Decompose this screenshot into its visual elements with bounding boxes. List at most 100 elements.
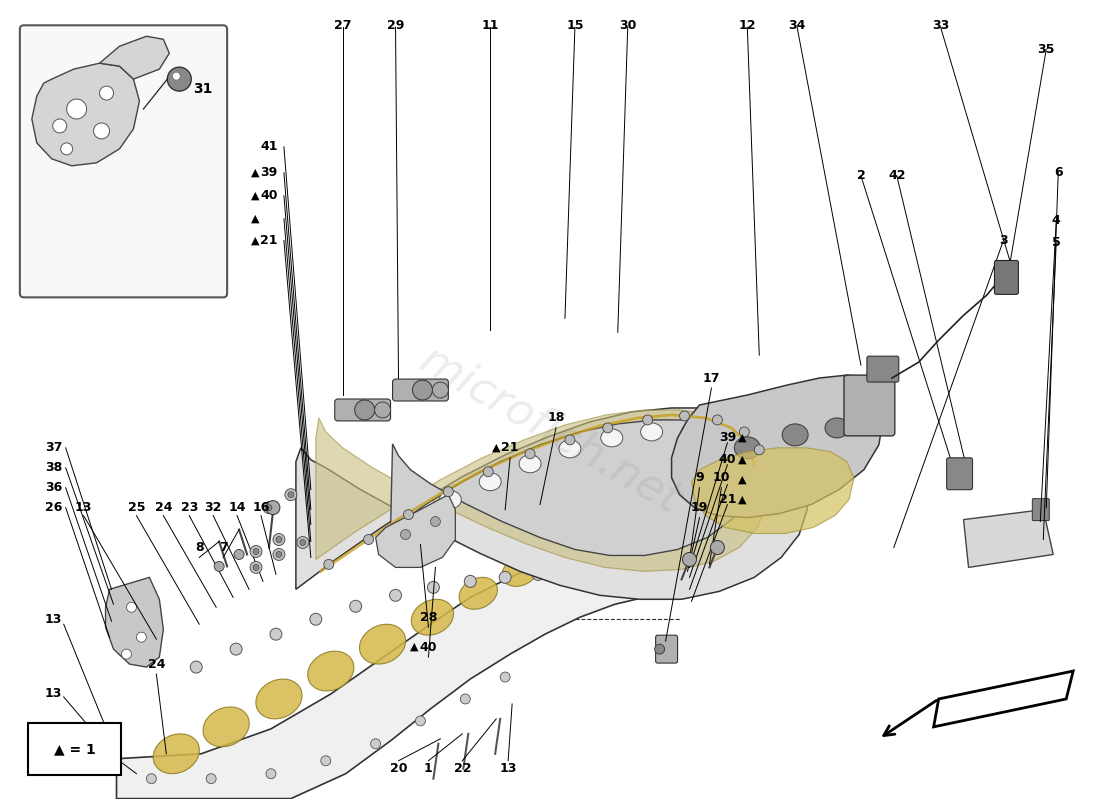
Text: 33: 33	[932, 19, 949, 32]
Circle shape	[60, 143, 73, 155]
Circle shape	[273, 534, 285, 546]
Text: ▲: ▲	[410, 642, 419, 652]
Text: ▲: ▲	[251, 235, 260, 246]
Polygon shape	[100, 36, 169, 79]
Text: 13: 13	[75, 501, 92, 514]
Circle shape	[230, 643, 242, 655]
Text: 3: 3	[999, 234, 1008, 247]
Text: 6: 6	[1054, 166, 1063, 179]
Text: 1: 1	[424, 762, 432, 775]
Text: 11: 11	[482, 19, 499, 32]
Ellipse shape	[153, 734, 199, 774]
Text: 21: 21	[718, 493, 736, 506]
Text: ▲: ▲	[738, 494, 747, 505]
Polygon shape	[117, 539, 670, 798]
Circle shape	[288, 492, 294, 498]
FancyBboxPatch shape	[947, 458, 972, 490]
Circle shape	[234, 550, 244, 559]
Circle shape	[755, 445, 764, 455]
Ellipse shape	[640, 423, 662, 441]
Circle shape	[460, 694, 471, 704]
Circle shape	[250, 546, 262, 558]
Text: 32: 32	[205, 501, 222, 514]
Text: 40: 40	[420, 641, 437, 654]
Ellipse shape	[541, 541, 574, 568]
Text: 18: 18	[548, 411, 564, 425]
Circle shape	[680, 411, 690, 421]
Polygon shape	[32, 63, 140, 166]
Text: 24: 24	[155, 501, 172, 514]
Ellipse shape	[502, 557, 538, 586]
Circle shape	[121, 649, 132, 659]
Ellipse shape	[204, 707, 250, 746]
Circle shape	[190, 661, 202, 673]
Text: 12: 12	[738, 19, 756, 32]
FancyBboxPatch shape	[334, 399, 390, 421]
Text: 28: 28	[420, 610, 437, 624]
Ellipse shape	[825, 418, 849, 438]
Circle shape	[297, 537, 309, 549]
Text: 39: 39	[718, 431, 736, 444]
Circle shape	[430, 517, 440, 526]
Text: 9: 9	[695, 471, 704, 484]
Text: 17: 17	[703, 371, 720, 385]
Circle shape	[94, 123, 110, 139]
Circle shape	[300, 539, 306, 546]
Circle shape	[67, 99, 87, 119]
Circle shape	[416, 716, 426, 726]
Polygon shape	[106, 578, 163, 667]
Circle shape	[682, 553, 696, 566]
Ellipse shape	[601, 429, 623, 447]
Text: 13: 13	[499, 762, 517, 775]
Text: ▲: ▲	[738, 474, 747, 485]
Circle shape	[428, 582, 439, 594]
Circle shape	[464, 575, 476, 587]
Text: 2: 2	[857, 170, 866, 182]
Text: 13: 13	[45, 613, 63, 626]
Text: 36: 36	[45, 481, 63, 494]
Circle shape	[310, 614, 322, 626]
Ellipse shape	[480, 473, 502, 490]
Circle shape	[323, 559, 333, 570]
FancyBboxPatch shape	[656, 635, 678, 663]
Polygon shape	[375, 494, 455, 567]
FancyBboxPatch shape	[994, 261, 1019, 294]
Circle shape	[126, 602, 136, 612]
Text: 40: 40	[261, 190, 277, 202]
FancyBboxPatch shape	[867, 356, 899, 382]
Polygon shape	[316, 410, 767, 571]
Text: 7: 7	[219, 541, 228, 554]
Circle shape	[276, 537, 282, 542]
Circle shape	[654, 644, 664, 654]
Circle shape	[53, 119, 67, 133]
Text: 25: 25	[128, 501, 145, 514]
Circle shape	[263, 502, 275, 514]
Circle shape	[499, 571, 512, 583]
Circle shape	[713, 415, 723, 425]
Circle shape	[273, 549, 285, 561]
FancyBboxPatch shape	[20, 26, 227, 298]
Text: 41: 41	[261, 140, 277, 154]
Circle shape	[404, 510, 414, 519]
Circle shape	[266, 769, 276, 778]
Ellipse shape	[735, 437, 760, 458]
Circle shape	[276, 551, 282, 558]
Circle shape	[100, 86, 113, 100]
FancyBboxPatch shape	[393, 379, 449, 401]
Text: 42: 42	[888, 170, 905, 182]
Polygon shape	[964, 510, 1053, 567]
Circle shape	[206, 774, 217, 784]
Text: 38: 38	[45, 462, 63, 474]
Circle shape	[603, 423, 613, 433]
Text: 4: 4	[1052, 214, 1060, 227]
Text: ▲: ▲	[251, 214, 260, 224]
Circle shape	[739, 427, 749, 437]
Circle shape	[253, 549, 258, 554]
Text: 35: 35	[1037, 42, 1055, 56]
Text: ▲: ▲	[492, 443, 500, 453]
Circle shape	[371, 739, 381, 749]
Ellipse shape	[256, 679, 302, 719]
Circle shape	[500, 672, 510, 682]
Circle shape	[649, 558, 661, 570]
Ellipse shape	[308, 651, 354, 691]
